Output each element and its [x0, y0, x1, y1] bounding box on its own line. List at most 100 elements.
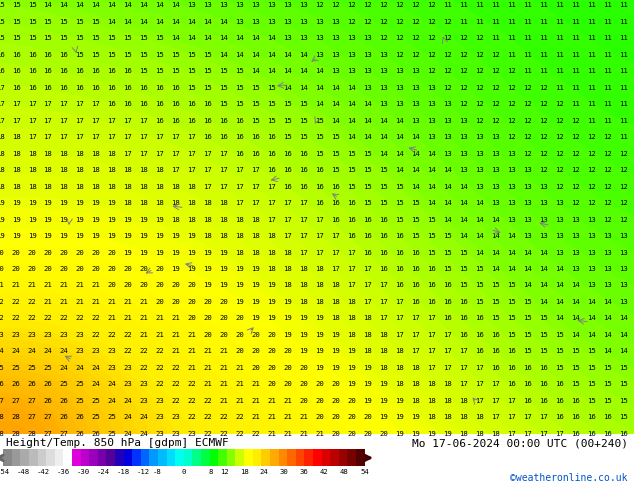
Text: 21: 21 [139, 316, 148, 321]
Text: 14: 14 [539, 266, 548, 272]
Text: 16: 16 [523, 381, 532, 387]
Text: 13: 13 [251, 19, 260, 25]
Text: 23: 23 [155, 431, 164, 437]
Text: 13: 13 [619, 266, 628, 272]
Bar [167, 449, 175, 466]
Text: 16: 16 [124, 101, 133, 107]
Text: 13: 13 [571, 233, 579, 239]
Text: 12: 12 [379, 35, 388, 42]
Text: 15: 15 [523, 332, 532, 338]
Text: 18: 18 [155, 167, 164, 173]
Bar [184, 449, 193, 466]
Text: 14: 14 [587, 316, 596, 321]
Text: 18: 18 [171, 217, 180, 222]
Text: 15: 15 [315, 134, 324, 140]
Text: 12: 12 [459, 69, 468, 74]
Text: 13: 13 [379, 69, 388, 74]
Text: 11: 11 [619, 19, 628, 25]
Text: 22: 22 [188, 381, 196, 387]
Text: 16: 16 [587, 431, 596, 437]
Text: 20: 20 [332, 398, 340, 404]
Text: 17: 17 [251, 167, 260, 173]
Text: 19: 19 [235, 266, 244, 272]
Text: 20: 20 [124, 282, 133, 289]
Text: 13: 13 [619, 282, 628, 289]
Text: 18: 18 [443, 414, 452, 420]
Text: 15: 15 [427, 249, 436, 255]
Text: 20: 20 [0, 249, 4, 255]
Text: 21: 21 [171, 316, 180, 321]
Text: 14: 14 [507, 233, 516, 239]
Text: 15: 15 [459, 282, 468, 289]
Text: 15: 15 [507, 332, 516, 338]
Text: 21: 21 [44, 282, 53, 289]
Text: 22: 22 [171, 398, 180, 404]
Text: 20: 20 [155, 299, 164, 305]
Text: 15: 15 [555, 348, 564, 354]
Text: 15: 15 [491, 282, 500, 289]
Text: 18: 18 [240, 468, 249, 475]
Text: 18: 18 [299, 299, 308, 305]
Text: 12: 12 [539, 101, 548, 107]
Bar [356, 449, 365, 466]
Text: 21: 21 [171, 348, 180, 354]
Text: 13: 13 [347, 69, 356, 74]
Text: 21: 21 [283, 431, 292, 437]
Text: 36: 36 [300, 468, 309, 475]
Text: 22: 22 [139, 348, 148, 354]
Text: 14: 14 [315, 69, 324, 74]
Text: 19: 19 [75, 200, 84, 206]
Text: 17: 17 [299, 249, 308, 255]
Text: 11: 11 [587, 35, 596, 42]
Text: 14: 14 [315, 101, 324, 107]
Text: 20: 20 [299, 365, 308, 371]
Text: 13: 13 [315, 35, 324, 42]
Text: 14: 14 [299, 69, 308, 74]
Text: 13: 13 [235, 2, 244, 8]
Text: 18: 18 [443, 398, 452, 404]
Text: 16: 16 [299, 167, 308, 173]
Text: 24: 24 [108, 381, 116, 387]
Text: 12: 12 [507, 69, 516, 74]
Text: 23: 23 [171, 431, 180, 437]
Text: 12: 12 [475, 35, 484, 42]
Text: 15: 15 [171, 52, 180, 58]
Bar [270, 449, 278, 466]
Text: 17: 17 [443, 332, 452, 338]
Text: 16: 16 [171, 101, 180, 107]
Text: 14: 14 [539, 282, 548, 289]
Text: 19: 19 [60, 200, 68, 206]
Text: 20: 20 [204, 299, 212, 305]
Text: 14: 14 [124, 2, 133, 8]
Text: 13: 13 [411, 101, 420, 107]
Text: 11: 11 [475, 19, 484, 25]
Text: 13: 13 [523, 217, 532, 222]
Text: 14: 14 [603, 332, 612, 338]
Text: 16: 16 [60, 69, 68, 74]
Text: 17: 17 [315, 233, 324, 239]
Text: 15: 15 [11, 2, 20, 8]
Text: 20: 20 [332, 381, 340, 387]
Text: 15: 15 [315, 118, 324, 124]
Text: 13: 13 [411, 85, 420, 91]
Text: 25: 25 [60, 381, 68, 387]
Text: 15: 15 [204, 85, 212, 91]
Text: 12: 12 [571, 200, 579, 206]
Text: 20: 20 [0, 266, 4, 272]
Text: 12: 12 [475, 101, 484, 107]
Text: 14: 14 [411, 151, 420, 157]
Text: 20: 20 [347, 414, 356, 420]
Text: 18: 18 [11, 134, 20, 140]
Text: 19: 19 [171, 249, 180, 255]
Text: 14: 14 [332, 85, 340, 91]
Text: 13: 13 [539, 200, 548, 206]
Text: 24: 24 [260, 468, 269, 475]
Text: 13: 13 [603, 233, 612, 239]
Text: 18: 18 [459, 414, 468, 420]
Text: 19: 19 [347, 365, 356, 371]
Text: 18: 18 [124, 167, 133, 173]
Text: 15: 15 [587, 365, 596, 371]
Text: 16: 16 [204, 118, 212, 124]
Text: 12: 12 [587, 167, 596, 173]
Text: 21: 21 [44, 299, 53, 305]
